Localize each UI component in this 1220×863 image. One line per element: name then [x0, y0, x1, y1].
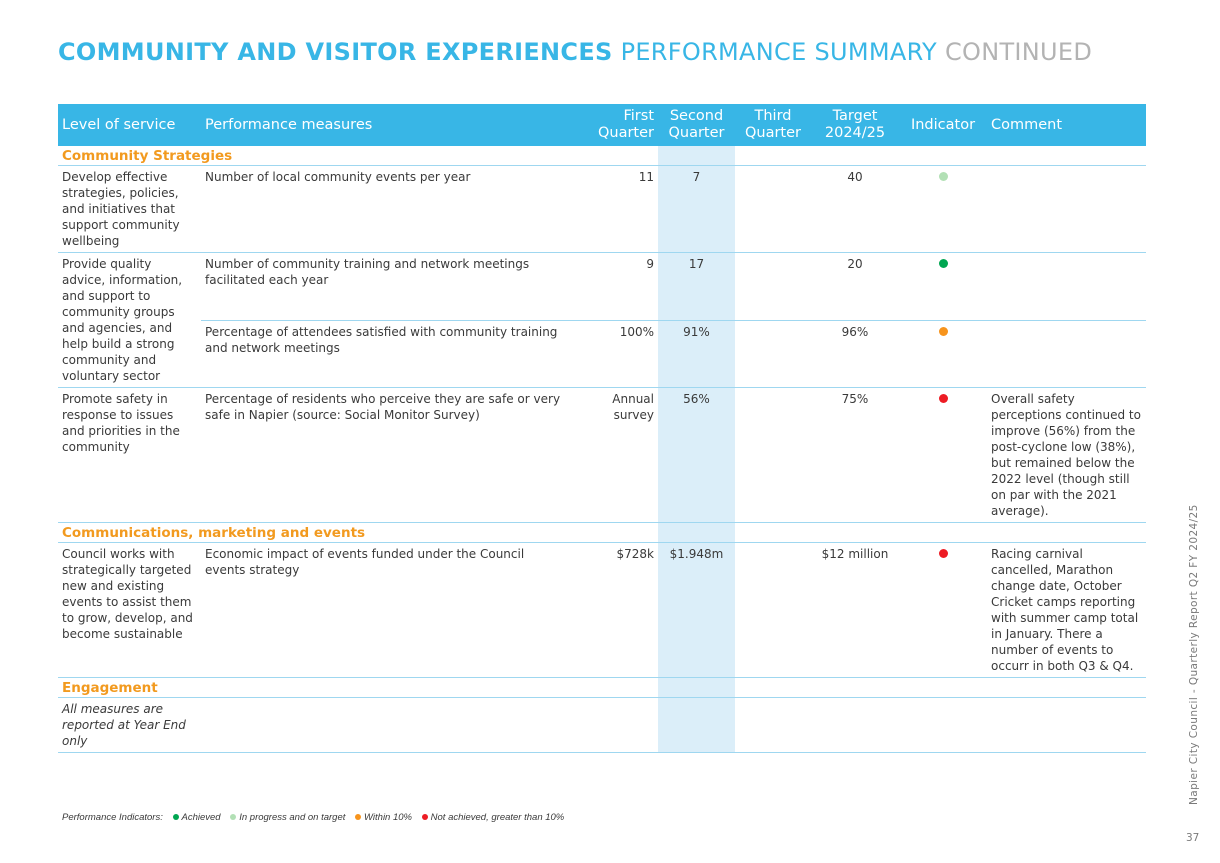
q3-cell — [735, 697, 811, 753]
indicator-legend: Performance Indicators: Achieved In prog… — [62, 812, 564, 823]
measure-cell — [201, 697, 567, 753]
indicator-cell — [899, 165, 987, 253]
legend-achieved: Achieved — [181, 812, 221, 823]
q3-cell — [735, 252, 811, 321]
title-main: COMMUNITY AND VISITOR EXPERIENCES — [58, 38, 613, 66]
target-cell: 75% — [811, 387, 899, 523]
header-q2: Second Quarter — [658, 104, 735, 146]
not-achieved-dot-icon — [421, 814, 428, 821]
q3-cell — [735, 387, 811, 523]
in-progress-dot-icon — [938, 172, 948, 181]
performance-table-wrapper: Level of service Performance measures Fi… — [58, 104, 1146, 753]
comment-cell — [987, 252, 1146, 321]
measure-cell: Economic impact of events funded under t… — [201, 542, 567, 678]
q2-cell: 91% — [658, 320, 735, 388]
level-of-service-cell: Council works with strategically targete… — [58, 542, 201, 678]
indicator-cell — [899, 542, 987, 678]
q2-cell: 56% — [658, 387, 735, 523]
indicator-cell — [899, 320, 987, 388]
section-title: Engagement — [58, 677, 658, 698]
target-cell: $12 million — [811, 542, 899, 678]
table-header-row: Level of service Performance measures Fi… — [58, 104, 1146, 146]
q2-cell: $1.948m — [658, 542, 735, 678]
measure-cell: Number of local community events per yea… — [201, 165, 567, 253]
section-q2-spacer — [658, 522, 735, 543]
header-level: Level of service — [58, 104, 201, 146]
section-row: Community Strategies — [58, 146, 1146, 166]
report-side-text: Napier City Council - Quarterly Report Q… — [1188, 504, 1200, 805]
page-number: 37 — [1186, 832, 1200, 844]
level-of-service-cell: Provide quality advice, information, and… — [58, 252, 201, 388]
section-q2-spacer — [658, 677, 735, 698]
table-row: All measures are reported at Year End on… — [58, 697, 1146, 753]
legend-not-achieved: Not achieved, greater than 10% — [430, 812, 565, 823]
q1-cell: Annual survey — [567, 387, 658, 523]
within-10-dot-icon — [938, 326, 948, 336]
header-q3: Third Quarter — [735, 104, 811, 146]
indicator-cell — [899, 697, 987, 753]
indicator-cell — [899, 252, 987, 321]
level-of-service-cell: All measures are reported at Year End on… — [58, 697, 201, 753]
section-title: Community Strategies — [58, 146, 658, 166]
comment-cell — [987, 165, 1146, 253]
in-progress-dot-icon — [230, 814, 237, 821]
header-target: Target 2024/25 — [811, 104, 899, 146]
measure-cell: Percentage of attendees satisfied with c… — [201, 320, 567, 388]
target-cell — [811, 697, 899, 753]
comment-cell — [987, 697, 1146, 753]
title-secondary: PERFORMANCE SUMMARY — [620, 38, 938, 66]
section-row: Engagement — [58, 677, 1146, 698]
legend-within-10: Within 10% — [364, 812, 412, 823]
measure-cell: Number of community training and network… — [201, 252, 567, 321]
q3-cell — [735, 320, 811, 388]
comment-cell: Overall safety perceptions continued to … — [987, 387, 1146, 523]
table-row: Promote safety in response to issues and… — [58, 387, 1146, 523]
page-title: COMMUNITY AND VISITOR EXPERIENCES PERFOR… — [58, 38, 1092, 66]
section-row: Communications, marketing and events — [58, 522, 1146, 543]
q1-cell — [567, 697, 658, 753]
table-row: Percentage of attendees satisfied with c… — [58, 320, 1146, 388]
level-of-service-cell: Develop effective strategies, policies, … — [58, 165, 201, 253]
q3-cell — [735, 165, 811, 253]
legend-in-progress: In progress and on target — [239, 812, 346, 823]
performance-table: Level of service Performance measures Fi… — [58, 104, 1146, 753]
q1-cell: 100% — [567, 320, 658, 388]
indicator-cell — [899, 387, 987, 523]
header-indicator: Indicator — [899, 104, 987, 146]
not-achieved-dot-icon — [938, 394, 948, 403]
q2-cell — [658, 697, 735, 753]
header-comment: Comment — [987, 104, 1146, 146]
header-q1: First Quarter — [567, 104, 658, 146]
table-body: Community Strategies Develop effective st… — [58, 146, 1146, 753]
title-continued: CONTINUED — [944, 38, 1093, 66]
q1-cell: $728k — [567, 542, 658, 678]
target-cell: 20 — [811, 252, 899, 321]
target-cell: 40 — [811, 165, 899, 253]
within-10-dot-icon — [355, 814, 362, 821]
not-achieved-dot-icon — [938, 549, 948, 558]
comment-cell — [987, 320, 1146, 388]
achieved-dot-icon — [172, 814, 179, 821]
section-spacer — [735, 146, 1146, 166]
section-q2-spacer — [658, 146, 735, 166]
comment-cell: Racing carnival cancelled, Marathon chan… — [987, 542, 1146, 678]
legend-label: Performance Indicators: — [62, 812, 163, 823]
q1-cell: 11 — [567, 165, 658, 253]
achieved-dot-icon — [938, 259, 948, 268]
q2-cell: 7 — [658, 165, 735, 253]
table-row: Council works with strategically targete… — [58, 542, 1146, 678]
q2-cell: 17 — [658, 252, 735, 321]
section-spacer — [735, 677, 1146, 698]
header-measures: Performance measures — [201, 104, 567, 146]
table-row: Provide quality advice, information, and… — [58, 252, 1146, 388]
q1-cell: 9 — [567, 252, 658, 321]
section-spacer — [735, 522, 1146, 543]
section-title: Communications, marketing and events — [58, 522, 658, 543]
target-cell: 96% — [811, 320, 899, 388]
level-of-service-cell: Promote safety in response to issues and… — [58, 387, 201, 523]
q3-cell — [735, 542, 811, 678]
table-row: Develop effective strategies, policies, … — [58, 165, 1146, 253]
measure-cell: Percentage of residents who perceive the… — [201, 387, 567, 523]
